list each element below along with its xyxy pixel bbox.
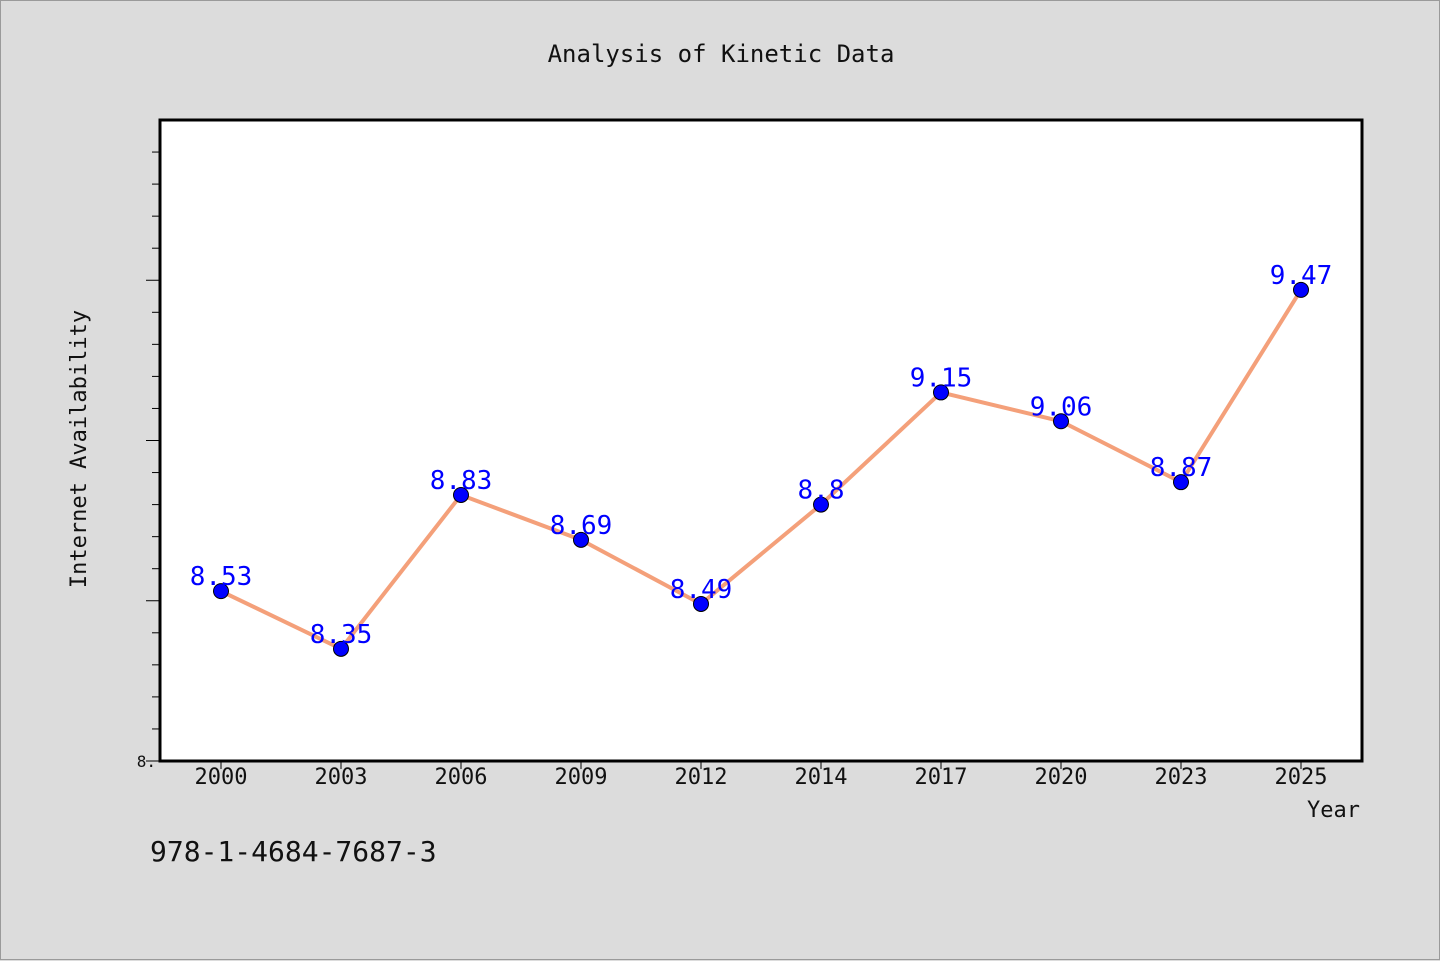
series-group	[213, 281, 1309, 657]
data-point	[333, 640, 349, 657]
data-label: 8.49	[670, 575, 733, 605]
data-label: 9.06	[1030, 392, 1093, 422]
x-tick-label: 2020	[1035, 765, 1088, 790]
y-tick-label: 8.	[137, 752, 156, 771]
x-tick-label: 2017	[915, 765, 968, 790]
data-label: 8.87	[1150, 453, 1213, 483]
data-point	[813, 496, 829, 513]
data-point	[573, 531, 589, 548]
data-label: 8.83	[430, 466, 493, 496]
y-axis-ticks: 8.	[137, 151, 160, 771]
chart-title: Analysis of Kinetic Data	[548, 40, 895, 68]
data-label: 9.15	[910, 363, 973, 393]
isbn-text: 978-1-4684-7687-3	[150, 835, 437, 868]
x-axis-ticks: 2000 2003 2006 2009 2012 2014 2017 2020 2023 2025	[195, 761, 1328, 790]
data-point	[1053, 413, 1069, 430]
x-axis-label: Year	[1307, 798, 1360, 823]
data-labels-group: 8.53 8.35 8.83 8.69 8.49 8.8 9.15 9.06 8.87 9.47	[190, 261, 1333, 650]
x-tick-label: 2003	[315, 765, 368, 790]
data-point	[693, 595, 709, 612]
x-tick-label: 2025	[1275, 765, 1328, 790]
data-point	[1293, 281, 1309, 298]
data-label: 8.35	[310, 620, 373, 650]
data-label: 8.8	[798, 476, 845, 506]
data-point	[933, 384, 949, 401]
x-tick-label: 2009	[555, 765, 608, 790]
data-label: 8.69	[550, 511, 613, 541]
series-line	[220, 288, 1303, 651]
x-tick-label: 2023	[1155, 765, 1208, 790]
data-label: 8.53	[190, 562, 253, 592]
y-axis-label: Internet Availability	[67, 310, 92, 588]
data-label: 9.47	[1270, 261, 1333, 291]
data-point	[1173, 474, 1189, 491]
x-tick-label: 2012	[675, 765, 728, 790]
data-point	[213, 583, 229, 600]
x-tick-label: 2006	[435, 765, 488, 790]
data-point	[453, 486, 469, 503]
x-tick-label: 2014	[795, 765, 848, 790]
x-tick-label: 2000	[195, 765, 248, 790]
plot-area	[158, 118, 1364, 763]
